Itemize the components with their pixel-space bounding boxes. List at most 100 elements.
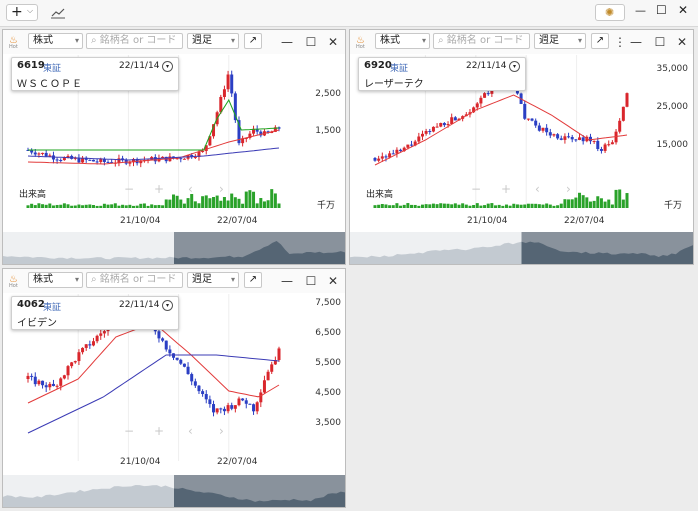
market-label: 東証	[43, 64, 62, 74]
stock-code: 4062	[17, 299, 45, 310]
candle	[62, 375, 66, 379]
volume-bar	[431, 203, 435, 208]
range-navigator[interactable]	[350, 30, 694, 265]
zoom-in-button[interactable]: +	[154, 424, 165, 438]
more-menu-button[interactable]: ⋮	[614, 35, 626, 49]
candle	[55, 159, 59, 161]
maximize-button[interactable]: ☐	[305, 274, 317, 288]
candle	[81, 347, 85, 353]
candle	[175, 158, 179, 160]
candle	[570, 137, 574, 140]
chart-line-icon[interactable]	[48, 4, 68, 21]
zoom-in-button[interactable]: +	[501, 182, 512, 196]
price-chart[interactable]	[350, 30, 694, 265]
candle	[66, 155, 70, 158]
candle	[413, 141, 417, 146]
candle	[41, 380, 45, 386]
maximize-button[interactable]: ☐	[305, 35, 317, 49]
moving-average-mid	[27, 129, 280, 165]
volume-bar	[479, 205, 483, 208]
kind-select[interactable]: 株式 ▾	[28, 33, 83, 49]
period-select[interactable]: 週足 ▾	[187, 272, 239, 288]
candle	[197, 151, 201, 157]
zoom-out-button[interactable]: −	[471, 182, 482, 196]
search-input[interactable]: ⌕ 銘柄名 or コード	[433, 33, 530, 49]
candle	[548, 132, 552, 136]
settings-button[interactable]: ✺	[595, 4, 625, 21]
hot-logo-icon: ♨ Hot	[9, 274, 18, 289]
zoom-in-button[interactable]: +	[154, 182, 165, 196]
range-navigator[interactable]	[3, 30, 346, 265]
chevron-down-icon[interactable]: ▾	[162, 61, 173, 72]
popout-button[interactable]: ↗	[244, 272, 262, 288]
window-close-button[interactable]: ✕	[678, 3, 689, 17]
volume-bar	[384, 204, 388, 208]
candle	[139, 160, 143, 164]
close-button[interactable]: ✕	[676, 35, 688, 49]
y-tick: 5,500	[315, 358, 341, 368]
popout-button[interactable]: ↗	[244, 33, 262, 49]
volume-bar	[537, 204, 541, 208]
minimize-button[interactable]: —	[630, 35, 642, 49]
zoom-out-button[interactable]: −	[124, 182, 135, 196]
volume-bar	[190, 194, 194, 208]
candle	[182, 363, 186, 367]
kind-select[interactable]: 株式 ▾	[375, 33, 430, 49]
candle	[30, 375, 34, 377]
candle	[55, 385, 59, 387]
minimize-button[interactable]: —	[281, 274, 293, 288]
chevron-down-icon[interactable]: ▾	[509, 61, 520, 72]
candle	[420, 133, 424, 137]
chevron-down-icon[interactable]: ▾	[162, 300, 173, 311]
period-select[interactable]: 週足 ▾	[534, 33, 586, 49]
volume-bar	[277, 203, 281, 208]
navigator-mask	[3, 475, 174, 507]
volume-bar	[501, 205, 505, 208]
candle	[435, 126, 439, 128]
moving-average-short	[28, 98, 280, 151]
scroll-right-button[interactable]: ›	[219, 424, 224, 438]
y-tick: 1,500	[315, 126, 341, 136]
volume-bar	[424, 204, 428, 208]
scroll-left-button[interactable]: ‹	[188, 424, 193, 438]
maximize-button[interactable]: ☐	[654, 35, 666, 49]
candle	[182, 158, 186, 160]
volume-bar	[545, 203, 549, 208]
candle	[30, 150, 34, 153]
period-select[interactable]: 週足 ▾	[187, 33, 239, 49]
x-tick: 21/10/04	[120, 216, 161, 226]
candle	[603, 144, 607, 151]
volume-bar	[106, 204, 110, 208]
close-button[interactable]: ✕	[327, 274, 339, 288]
popout-button[interactable]: ↗	[591, 33, 609, 49]
scroll-left-button[interactable]: ‹	[188, 182, 193, 196]
search-input[interactable]: ⌕ 銘柄名 or コード	[86, 272, 183, 288]
volume-bar	[226, 200, 230, 208]
volume-unit: 千万	[317, 201, 336, 211]
scroll-left-button[interactable]: ‹	[535, 182, 540, 196]
y-tick: 7,500	[315, 298, 341, 308]
kind-select[interactable]: 株式 ▾	[28, 272, 83, 288]
volume-bar	[212, 197, 216, 208]
volume-bar	[131, 205, 135, 208]
volume-bar	[526, 203, 530, 208]
volume-bar	[197, 203, 201, 208]
candle	[208, 136, 212, 146]
close-button[interactable]: ✕	[327, 35, 339, 49]
minimize-button[interactable]: —	[281, 35, 293, 49]
range-navigator[interactable]	[3, 269, 346, 508]
candle	[255, 128, 259, 132]
candle	[102, 331, 106, 334]
window-maximize-button[interactable]: ☐	[656, 3, 667, 17]
window-minimize-button[interactable]: —	[635, 4, 646, 17]
candle	[62, 157, 66, 161]
scroll-right-button[interactable]: ›	[566, 182, 571, 196]
price-chart[interactable]	[3, 30, 346, 265]
add-window-button[interactable]: + ⌵	[6, 4, 38, 21]
plus-icon: +	[11, 4, 23, 20]
search-input[interactable]: ⌕ 銘柄名 or コード	[86, 33, 183, 49]
zoom-out-button[interactable]: −	[124, 424, 135, 438]
scroll-right-button[interactable]: ›	[219, 182, 224, 196]
stock-code: 6920	[364, 60, 392, 71]
y-tick: 35,000	[656, 64, 689, 74]
